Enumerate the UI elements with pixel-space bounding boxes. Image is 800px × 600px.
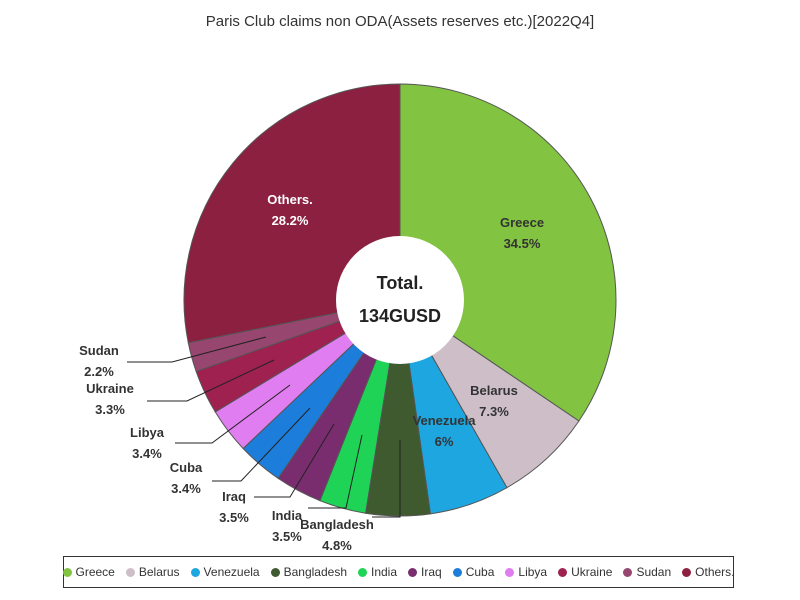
legend-item-iraq[interactable]: Iraq	[408, 565, 442, 579]
legend-marker	[623, 567, 633, 577]
legend-marker	[682, 567, 692, 577]
legend-item-bangladesh[interactable]: Bangladesh	[270, 565, 347, 579]
slice-name-bangladesh: Bangladesh	[300, 517, 374, 532]
slice-name-others: Others.	[267, 192, 313, 207]
slice-value-sudan: 2.2%	[84, 364, 114, 379]
leader-line-india	[308, 434, 363, 509]
slice-name-libya: Libya	[130, 425, 165, 440]
slice-name-india: India	[272, 508, 303, 523]
slice-value-india: 3.5%	[272, 529, 302, 544]
legend-marker	[125, 567, 135, 577]
leader-lines	[127, 336, 401, 518]
legend-label: Libya	[518, 565, 548, 579]
legend-item-india[interactable]: India	[358, 565, 397, 579]
leader-line-sudan	[127, 336, 267, 363]
legend-label: Iraq	[421, 565, 442, 579]
legend-label: Cuba	[465, 565, 495, 579]
slice-labels: Greece 34.5% Belarus 7.3%Venezuela 6% Banglad…	[79, 192, 544, 553]
slice-name-greece: Greece	[500, 215, 544, 230]
chart-title: Paris Club claims non ODA(Assets reserve…	[206, 13, 594, 30]
slice-name-ukraine: Ukraine	[86, 381, 134, 396]
legend-marker	[452, 567, 462, 577]
slice-value-others: 28.2%	[272, 213, 309, 228]
legend-label: India	[371, 565, 398, 579]
legend-item-ukraine[interactable]: Ukraine	[558, 565, 612, 579]
legend-label: Others.	[695, 565, 735, 579]
legend-marker	[62, 567, 72, 577]
legend-item-sudan[interactable]: Sudan	[623, 565, 671, 579]
legend-marker	[505, 567, 515, 577]
legend-marker	[558, 567, 568, 577]
legend-marker	[270, 567, 280, 577]
slice-name-iraq: Iraq	[222, 489, 246, 504]
legend-item-others[interactable]: Others.	[682, 565, 735, 579]
center-value: 134GUSD	[359, 306, 441, 326]
slice-name-sudan: Sudan	[79, 343, 119, 358]
legend-label: Sudan	[636, 565, 672, 579]
legend-marker	[358, 567, 367, 577]
legend-item-venezuela[interactable]: Venezuela	[190, 565, 260, 579]
slice-belarus[interactable]	[399, 299, 580, 489]
leader-line-cuba	[212, 407, 311, 482]
slice-value-bangladesh: 4.8%	[322, 538, 352, 553]
legend: Greece Belarus Venezuela Bangladesh India Ira…	[62, 556, 735, 588]
legend-item-cuba[interactable]: Cuba	[452, 565, 495, 579]
legend-item-belarus[interactable]: Belarus	[125, 565, 180, 579]
slice-value-venezuela: 6%	[435, 434, 454, 449]
slice-name-venezuela: Venezuela	[413, 413, 477, 428]
leader-line-bangladesh	[372, 440, 401, 518]
legend-label: Belarus	[138, 565, 180, 579]
slice-value-ukraine: 3.3%	[95, 402, 125, 417]
legend-label: Bangladesh	[283, 565, 347, 579]
legend-item-greece[interactable]: Greece	[62, 565, 115, 579]
legend-item-libya[interactable]: Libya	[505, 565, 547, 579]
legend-marker	[408, 567, 418, 577]
leader-line-iraq	[254, 423, 335, 498]
slice-value-belarus: 7.3%	[479, 404, 509, 419]
slice-value-libya: 3.4%	[132, 446, 162, 461]
slice-value-iraq: 3.5%	[219, 510, 249, 525]
slice-name-belarus: Belarus	[470, 383, 518, 398]
legend-label: Greece	[75, 565, 115, 579]
slice-value-greece: 34.5%	[504, 236, 541, 251]
slice-greece[interactable]	[399, 83, 617, 422]
center-hole	[336, 236, 464, 364]
leader-line-ukraine	[147, 359, 275, 402]
slice-name-cuba: Cuba	[170, 460, 203, 475]
leader-line-libya	[175, 384, 291, 444]
legend-label: Ukraine	[571, 565, 613, 579]
legend-label: Venezuela	[203, 565, 260, 579]
center-label: Total.	[377, 273, 424, 293]
legend-marker	[190, 567, 200, 577]
slice-value-cuba: 3.4%	[171, 481, 201, 496]
